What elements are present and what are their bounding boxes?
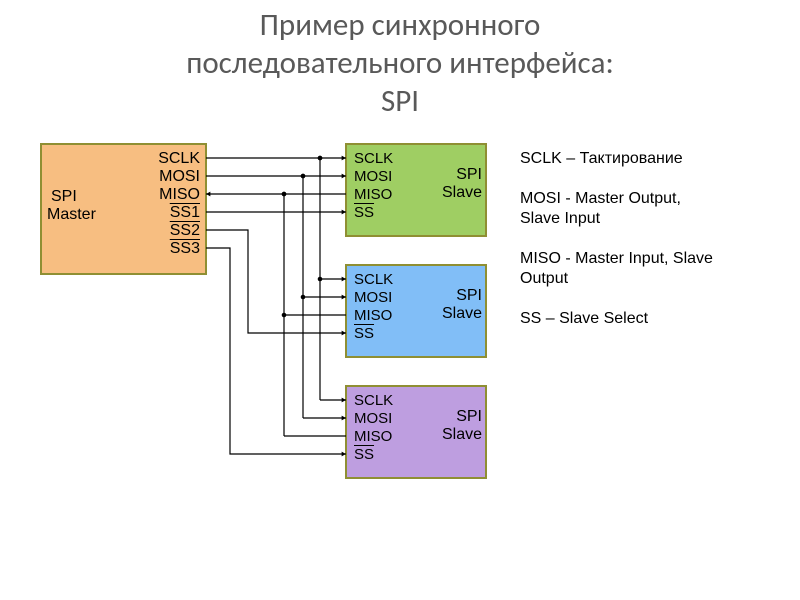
slave1-pin-MISO: MISO bbox=[354, 186, 392, 203]
slave3-pin-SS: SS bbox=[354, 446, 374, 463]
slave3-name-2: Slave bbox=[436, 426, 482, 444]
slave1-pin-SS: SS bbox=[354, 204, 374, 221]
master-pin-SS1: SS1 bbox=[144, 204, 200, 222]
slave1-name-1: SPI bbox=[436, 166, 482, 184]
slave1-pin-MOSI: MOSI bbox=[354, 168, 392, 185]
slave2-pin-MISO: MISO bbox=[354, 307, 392, 324]
legend-4-0: MISO - Master Input, Slave bbox=[520, 250, 713, 268]
slave3-pin-MOSI: MOSI bbox=[354, 410, 392, 427]
master-pin-MOSI: MOSI bbox=[144, 168, 200, 186]
master-pin-SCLK: SCLK bbox=[144, 150, 200, 168]
slave2-pin-SCLK: SCLK bbox=[354, 271, 393, 288]
legend-0-0: SCLK – Тактирование bbox=[520, 150, 683, 168]
slave3-pin-MISO: MISO bbox=[354, 428, 392, 445]
master-name-1: SPI bbox=[51, 188, 77, 206]
slave2-name-2: Slave bbox=[436, 305, 482, 323]
slave2-pin-SS: SS bbox=[354, 325, 374, 342]
legend-4-1: Output bbox=[520, 270, 568, 288]
master-pin-SS2: SS2 bbox=[144, 222, 200, 240]
legend-2-0: MOSI - Master Output, bbox=[520, 190, 681, 208]
slave1-name-2: Slave bbox=[436, 184, 482, 202]
master-pin-SS3: SS3 bbox=[144, 240, 200, 258]
legend-6-0: SS – Slave Select bbox=[520, 310, 648, 328]
slave1-pin-SCLK: SCLK bbox=[354, 150, 393, 167]
diagram-svg bbox=[0, 0, 800, 600]
master-name-2: Master bbox=[47, 206, 96, 224]
slave2-name-1: SPI bbox=[436, 287, 482, 305]
legend-2-1: Slave Input bbox=[520, 210, 600, 228]
slave3-pin-SCLK: SCLK bbox=[354, 392, 393, 409]
master-pin-MISO: MISO bbox=[144, 186, 200, 204]
slave3-name-1: SPI bbox=[436, 408, 482, 426]
slave2-pin-MOSI: MOSI bbox=[354, 289, 392, 306]
